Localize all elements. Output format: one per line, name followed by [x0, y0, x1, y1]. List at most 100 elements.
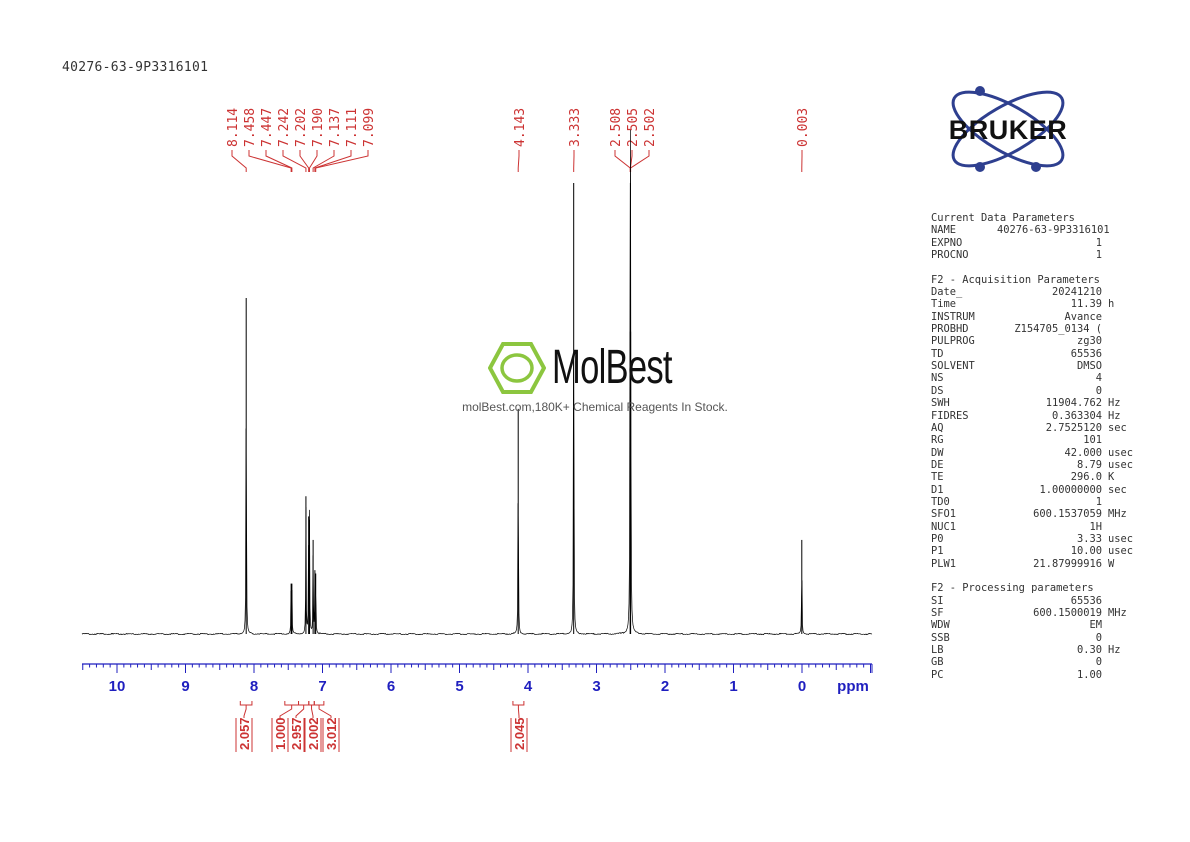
x-tick-label: 3 [592, 678, 600, 695]
integral-bracket [298, 701, 310, 706]
param-unit: Hz [1108, 409, 1121, 422]
param-row: FIDRES 0.363304 Hz [931, 410, 1146, 422]
spectrum-trace [81, 129, 873, 636]
param-value: 10.00 [1070, 545, 1102, 558]
peak-label: 0.003 [796, 108, 811, 147]
param-row: Time 11.39 h [931, 298, 1146, 310]
integral-bracket [313, 701, 325, 706]
param-name: SI [931, 594, 944, 607]
peak-label-leg [614, 150, 631, 172]
param-row: EXPNO 1 [931, 237, 1146, 249]
integral-value: 2.057 [237, 717, 252, 750]
param-value: 101 [1083, 434, 1102, 447]
param-row: PROBHD Z154705_0134 ( [931, 323, 1146, 335]
param-value: 2.7525120 [1045, 421, 1102, 434]
param-group: F2 - Processing parameters SI 65536 SF 600.1… [931, 582, 1146, 681]
param-name: FIDRES [931, 409, 969, 422]
peak-label: 7.202 [294, 108, 309, 147]
param-name: Date_ [931, 286, 963, 299]
param-value: 1.00 [1076, 668, 1102, 681]
integral-bracket [308, 701, 315, 706]
param-value: 4 [1095, 372, 1102, 385]
integral-layer: 2.057 1.000 2.957 2.002 3.012 2.045 [235, 701, 528, 752]
peak-label: 7.190 [311, 108, 326, 147]
param-value: 1H [1089, 520, 1102, 533]
logo-dot-1 [975, 86, 985, 96]
x-axis: 10 9 8 7 6 5 4 3 2 1 0 ppm [82, 663, 873, 695]
param-name: SOLVENT [931, 360, 975, 373]
x-tick-label: 0 [798, 678, 806, 695]
param-name: GB [931, 656, 944, 669]
param-unit: K [1108, 471, 1115, 484]
param-unit: sec [1108, 421, 1127, 434]
param-value: 0 [1095, 656, 1102, 669]
peak-label: 7.447 [260, 108, 275, 147]
param-value: 1 [1095, 236, 1102, 249]
watermark-tagline: molBest.com,180K+ Chemical Reagents In S… [462, 400, 728, 414]
param-unit: MHz [1108, 508, 1127, 521]
param-row: SF 600.1500019 MHz [931, 607, 1146, 619]
peak-label: 2.505 [626, 108, 641, 147]
peak-label: 2.508 [609, 108, 624, 147]
param-row: SI 65536 [931, 595, 1146, 607]
param-value: 0.30 [1076, 644, 1102, 657]
peak-label-leg [265, 150, 293, 172]
molbest-watermark: MolBest molBest.com,180K+ Chemical Reage… [440, 340, 750, 414]
param-row: DS 0 [931, 385, 1146, 397]
spectrum-trace-layer [81, 129, 873, 636]
param-group-title: Current Data Parameters [931, 212, 1075, 224]
param-row: GB 0 [931, 656, 1146, 668]
param-value: 296.0 [1070, 471, 1102, 484]
param-unit: usec [1108, 458, 1134, 471]
peak-label-leg [248, 150, 292, 172]
param-value: 0 [1095, 384, 1102, 397]
x-tick-label: 1 [729, 678, 737, 695]
param-group: Current Data Parameters NAME 40276-63-9P33… [931, 212, 1146, 261]
integral-leg [318, 705, 332, 718]
param-row: Date_ 20241210 [931, 286, 1146, 298]
param-row: SWH 11904.762 Hz [931, 397, 1146, 409]
integral-value: 2.957 [289, 717, 304, 750]
param-value: 65536 [1070, 594, 1102, 607]
param-name: NS [931, 372, 944, 385]
param-row: NAME 40276-63-9P3316101 [931, 224, 1146, 236]
param-unit: usec [1108, 545, 1134, 558]
param-row: TD0 1 [931, 496, 1146, 508]
param-row: DE 8.79 usec [931, 459, 1146, 471]
peak-label-leg [630, 150, 650, 172]
integral-leg [311, 705, 314, 718]
param-row: SFO1 600.1537059 MHz [931, 508, 1146, 520]
logo-orbit-1 [951, 90, 1065, 168]
param-value: 8.79 [1076, 458, 1102, 471]
param-name: PC [931, 668, 944, 681]
logo-text: BRUKER [949, 115, 1068, 145]
logo-dot-3 [975, 162, 985, 172]
param-row: TD 65536 [931, 348, 1146, 360]
peak-label: 8.114 [226, 108, 241, 147]
param-group-title: F2 - Acquisition Parameters [931, 273, 1100, 286]
param-row: SOLVENT DMSO [931, 360, 1146, 372]
peak-label-leg [282, 150, 307, 172]
peak-label: 3.333 [568, 108, 583, 147]
integral-bracket [284, 701, 300, 706]
param-value: 3.33 [1076, 532, 1102, 545]
peak-label-leg [231, 150, 247, 172]
param-name: AQ [931, 421, 944, 434]
param-unit: Hz [1108, 397, 1121, 410]
param-unit: usec [1108, 532, 1134, 545]
sample-id: 40276-63-9P3316101 [62, 60, 209, 75]
param-unit: usec [1108, 446, 1134, 459]
peak-label-leg [314, 150, 352, 172]
param-group-title: F2 - Processing parameters [931, 582, 1094, 595]
peak-label: 7.242 [277, 108, 292, 147]
param-row: PULPROG zg30 [931, 335, 1146, 347]
param-row: INSTRUM Avance [931, 311, 1146, 323]
param-value: DMSO [1076, 360, 1102, 373]
param-name: RG [931, 434, 944, 447]
x-tick-label: 10 [109, 678, 126, 695]
logo-orbit-2 [951, 90, 1065, 168]
peak-label-layer: 8.114 7.458 7.447 7.242 7.202 7.190 7.137 7.111… [226, 108, 811, 172]
param-name: Time [931, 298, 957, 311]
param-name: SFO1 [931, 508, 957, 521]
